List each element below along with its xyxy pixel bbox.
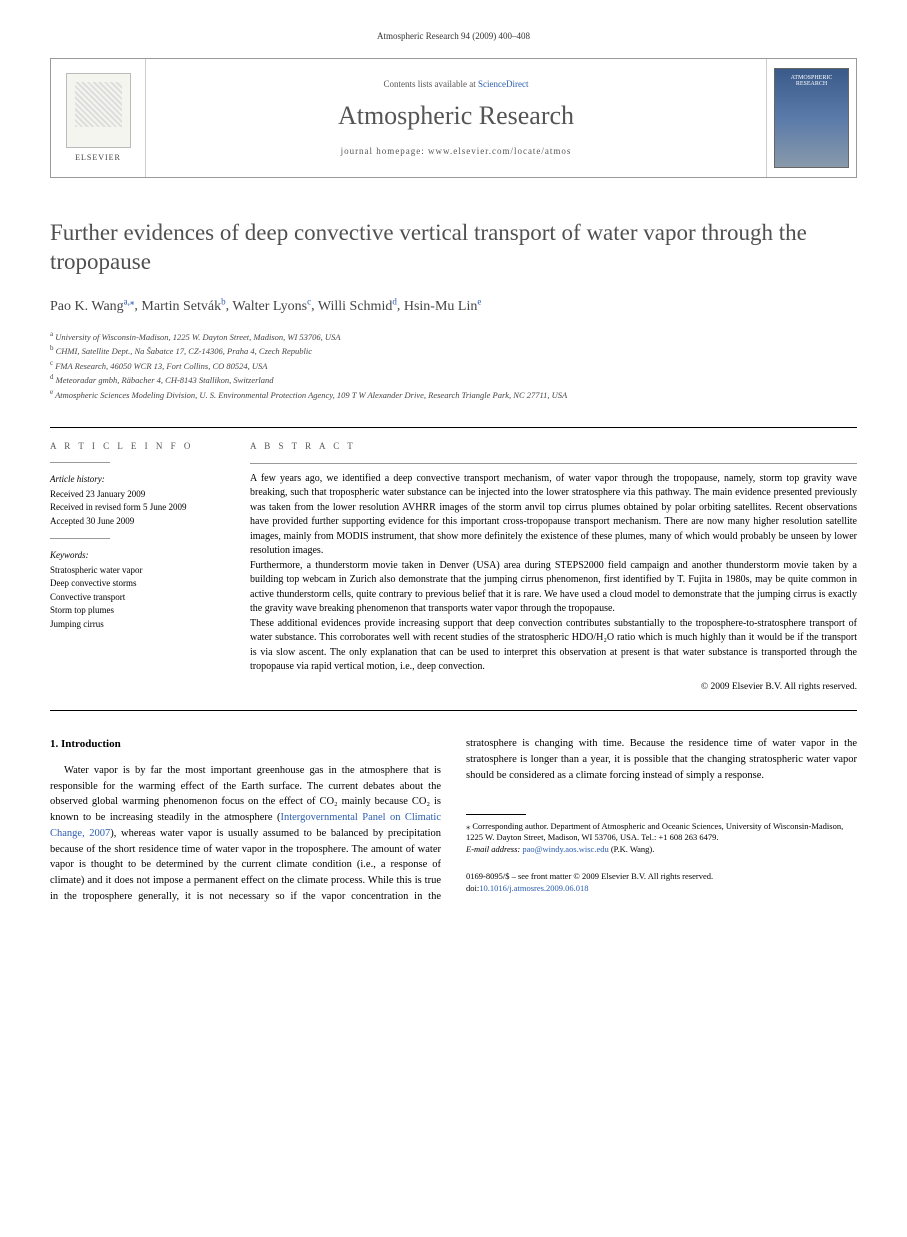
section-heading: 1. Introduction bbox=[50, 736, 441, 753]
doi-line: doi:10.1016/j.atmosres.2009.06.018 bbox=[466, 883, 857, 895]
keyword: Jumping cirrus bbox=[50, 618, 225, 632]
journal-masthead: ELSEVIER Contents lists available at Sci… bbox=[50, 58, 857, 178]
article-title: Further evidences of deep convective ver… bbox=[50, 218, 857, 278]
keyword: Convective transport bbox=[50, 591, 225, 605]
keywords-heading: Keywords: bbox=[50, 549, 225, 562]
author: Pao K. Wanga,⁎ bbox=[50, 299, 134, 314]
corresponding-author-footnote: ⁎ Corresponding author. Department of At… bbox=[466, 821, 857, 845]
history-accepted: Accepted 30 June 2009 bbox=[50, 515, 225, 529]
journal-cover-icon bbox=[774, 68, 849, 168]
author: Hsin-Mu Line bbox=[404, 299, 482, 314]
journal-title: Atmospheric Research bbox=[338, 98, 574, 134]
cover-thumbnail-block bbox=[766, 59, 856, 177]
email-footnote: E-mail address: pao@windy.aos.wisc.edu (… bbox=[466, 844, 857, 856]
history-heading: Article history: bbox=[50, 473, 225, 486]
article-info-sidebar: A R T I C L E I N F O Article history: R… bbox=[50, 440, 225, 695]
affiliation: c FMA Research, 46050 WCR 13, Fort Colli… bbox=[50, 358, 857, 373]
issn-copyright-line: 0169-8095/$ – see front matter © 2009 El… bbox=[466, 871, 857, 883]
author: Walter Lyonsc bbox=[232, 299, 311, 314]
publisher-logo-block: ELSEVIER bbox=[51, 59, 146, 177]
divider bbox=[50, 462, 110, 463]
abstract-paragraph: These additional evidences provide incre… bbox=[250, 617, 857, 675]
elsevier-tree-icon bbox=[66, 73, 131, 148]
article-info-heading: A R T I C L E I N F O bbox=[50, 440, 225, 453]
footnote-separator bbox=[466, 814, 526, 815]
abstract-paragraph: A few years ago, we identified a deep co… bbox=[250, 472, 857, 559]
journal-homepage-url[interactable]: www.elsevier.com/locate/atmos bbox=[428, 146, 571, 156]
author-list: Pao K. Wanga,⁎, Martin Setvákb, Walter L… bbox=[50, 295, 857, 316]
affiliation: e Atmospheric Sciences Modeling Division… bbox=[50, 387, 857, 402]
history-received: Received 23 January 2009 bbox=[50, 488, 225, 502]
abstract-paragraph: Furthermore, a thunderstorm movie taken … bbox=[250, 559, 857, 617]
doi-link[interactable]: 10.1016/j.atmosres.2009.06.018 bbox=[479, 883, 588, 893]
history-revised: Received in revised form 5 June 2009 bbox=[50, 501, 225, 515]
article-info-abstract-block: A R T I C L E I N F O Article history: R… bbox=[50, 427, 857, 712]
publisher-name: ELSEVIER bbox=[75, 152, 121, 163]
running-header: Atmospheric Research 94 (2009) 400–408 bbox=[50, 30, 857, 43]
divider bbox=[50, 538, 110, 539]
masthead-center: Contents lists available at ScienceDirec… bbox=[146, 59, 766, 177]
author: Martin Setvákb bbox=[141, 299, 225, 314]
affiliation: d Meteoradar gmbh, Räbacher 4, CH-8143 S… bbox=[50, 372, 857, 387]
contents-available-line: Contents lists available at ScienceDirec… bbox=[384, 78, 529, 91]
corresponding-star-icon: ⁎ bbox=[130, 296, 135, 306]
affiliation-list: a University of Wisconsin-Madison, 1225 … bbox=[50, 329, 857, 402]
abstract-block: A B S T R A C T A few years ago, we iden… bbox=[250, 440, 857, 695]
affiliation: b CHMI, Satellite Dept., Na Šabatce 17, … bbox=[50, 343, 857, 358]
keyword: Deep convective storms bbox=[50, 577, 225, 591]
sciencedirect-link[interactable]: ScienceDirect bbox=[478, 79, 528, 89]
page-footer: 0169-8095/$ – see front matter © 2009 El… bbox=[466, 871, 857, 895]
divider bbox=[250, 463, 857, 464]
journal-homepage-line: journal homepage: www.elsevier.com/locat… bbox=[341, 145, 572, 158]
keyword: Storm top plumes bbox=[50, 604, 225, 618]
body-two-column: 1. Introduction Water vapor is by far th… bbox=[50, 736, 857, 904]
author: Willi Schmidd bbox=[318, 299, 397, 314]
keyword: Stratospheric water vapor bbox=[50, 564, 225, 578]
footnote-block: ⁎ Corresponding author. Department of At… bbox=[466, 814, 857, 895]
email-link[interactable]: pao@windy.aos.wisc.edu bbox=[522, 844, 608, 854]
affiliation: a University of Wisconsin-Madison, 1225 … bbox=[50, 329, 857, 344]
abstract-copyright: © 2009 Elsevier B.V. All rights reserved… bbox=[250, 681, 857, 695]
abstract-heading: A B S T R A C T bbox=[250, 440, 857, 453]
citation-text: Atmospheric Research 94 (2009) 400–408 bbox=[377, 31, 530, 41]
